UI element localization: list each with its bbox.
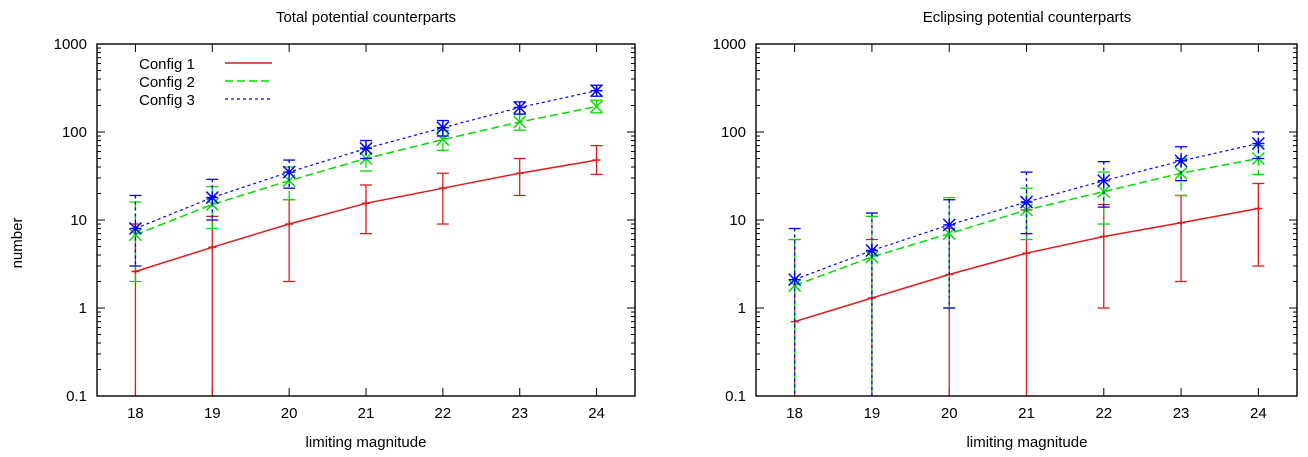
chart-title: Total potential counterparts bbox=[276, 9, 456, 26]
y-tick-label: 100 bbox=[721, 124, 746, 141]
data-point bbox=[590, 84, 604, 98]
x-tick-label: 24 bbox=[588, 405, 605, 422]
y-tick-label: 10 bbox=[729, 212, 746, 229]
y-tick-label: 1 bbox=[738, 300, 746, 317]
chart-panel-eclipsing: Eclipsing potential counterparts limitin… bbox=[713, 9, 1298, 451]
x-axis-label: limiting magnitude bbox=[306, 434, 427, 451]
x-tick-label: 22 bbox=[1095, 405, 1112, 422]
y-tick-label: 1000 bbox=[54, 36, 87, 53]
data-point bbox=[128, 221, 142, 236]
x-tick-label: 21 bbox=[1018, 405, 1035, 422]
y-tick-label: 0.1 bbox=[725, 388, 746, 405]
data-point bbox=[208, 244, 217, 251]
plot-frame bbox=[755, 43, 1298, 397]
data-point bbox=[362, 200, 370, 207]
plot-area: 18 19 20 21 22 23 24 0.1 1 10 100 1000 bbox=[713, 36, 1297, 422]
series-config-1 bbox=[129, 144, 603, 396]
data-point bbox=[942, 218, 956, 232]
y-tick-label: 1 bbox=[79, 300, 87, 317]
data-point bbox=[865, 243, 879, 258]
plot-area: 18 19 20 21 22 23 24 0.1 1 10 100 1000 bbox=[54, 36, 635, 422]
data-point bbox=[1022, 250, 1031, 257]
data-point bbox=[1174, 154, 1188, 168]
data-point bbox=[513, 115, 527, 129]
legend-label-config-1: Config 1 bbox=[139, 56, 195, 73]
legend: Config 1 Config 2 Config 3 bbox=[139, 56, 272, 109]
series-config-3 bbox=[788, 131, 1265, 396]
data-point bbox=[515, 170, 524, 177]
x-tick-label: 18 bbox=[786, 405, 803, 422]
x-tick-label: 22 bbox=[435, 405, 452, 422]
data-point bbox=[1097, 185, 1111, 199]
data-point bbox=[513, 100, 527, 115]
y-tick-label: 100 bbox=[62, 124, 87, 141]
x-tick-label: 23 bbox=[1173, 405, 1190, 422]
y-tick-label: 0.1 bbox=[66, 388, 87, 405]
data-point bbox=[359, 141, 373, 155]
data-point bbox=[436, 121, 450, 135]
data-point bbox=[1177, 219, 1186, 226]
data-point bbox=[128, 228, 142, 242]
x-tick-label: 19 bbox=[864, 405, 881, 422]
x-tick-label: 23 bbox=[511, 405, 528, 422]
data-point bbox=[205, 191, 219, 205]
y-tick-label: 10 bbox=[70, 212, 87, 229]
x-tick-label: 20 bbox=[941, 405, 958, 422]
plot-frame bbox=[96, 43, 636, 397]
data-point bbox=[1254, 205, 1263, 212]
y-tick-label: 1000 bbox=[713, 36, 746, 53]
x-tick-label: 20 bbox=[281, 405, 298, 422]
series-config-3 bbox=[128, 84, 604, 267]
data-point bbox=[1097, 174, 1111, 188]
legend-label-config-2: Config 2 bbox=[139, 74, 195, 91]
y-axis-label: number bbox=[9, 218, 26, 269]
data-point bbox=[1019, 195, 1034, 209]
x-tick-label: 18 bbox=[127, 405, 144, 422]
data-point bbox=[285, 221, 294, 228]
data-point bbox=[438, 185, 447, 192]
x-axis-label: limiting magnitude bbox=[967, 434, 1088, 451]
data-point bbox=[282, 165, 296, 179]
chart-title: Eclipsing potential counterparts bbox=[923, 9, 1131, 26]
data-point bbox=[1251, 136, 1265, 151]
x-tick-label: 24 bbox=[1250, 405, 1267, 422]
data-point bbox=[590, 99, 604, 114]
data-point bbox=[788, 273, 802, 287]
chart-panel-total: Total potential counterparts number limi… bbox=[9, 9, 636, 451]
x-tick-label: 19 bbox=[204, 405, 221, 422]
legend-label-config-3: Config 3 bbox=[139, 92, 195, 109]
x-tick-label: 21 bbox=[358, 405, 375, 422]
data-point bbox=[592, 157, 601, 164]
data-point bbox=[1099, 233, 1108, 240]
